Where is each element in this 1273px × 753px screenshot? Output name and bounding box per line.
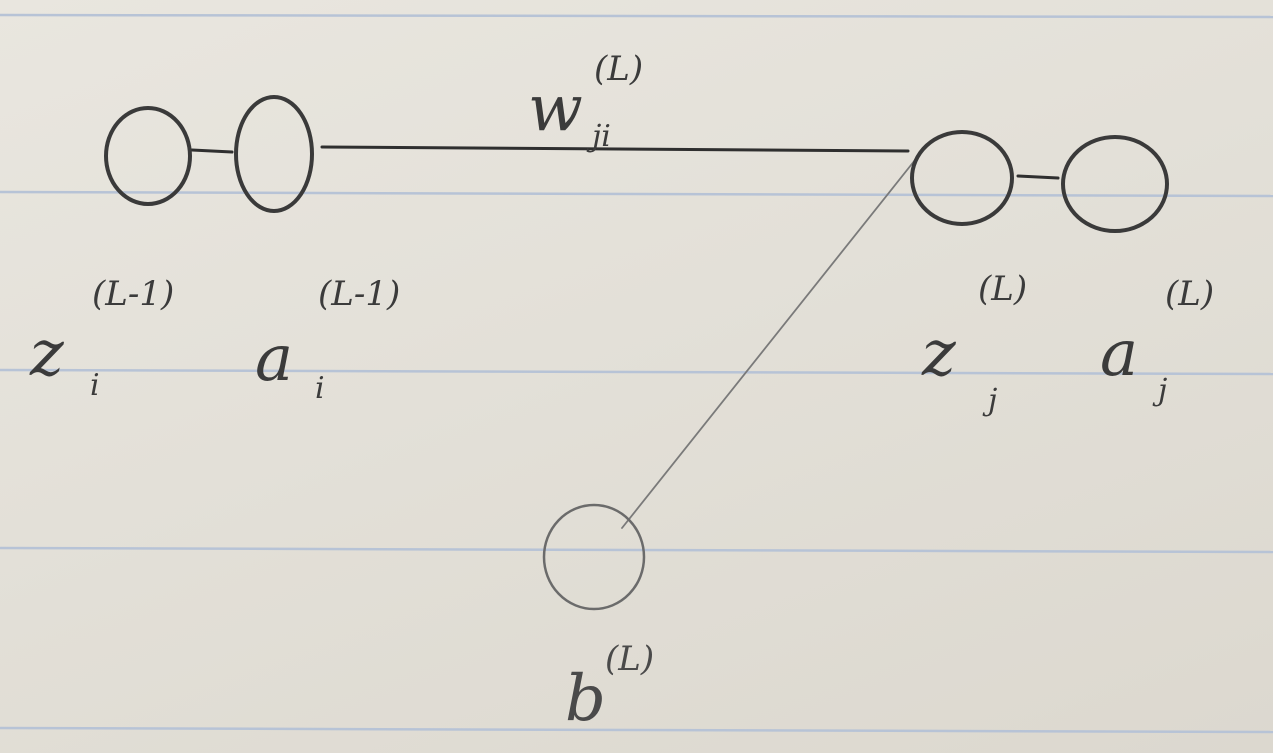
edge-z-curr-to-a-curr xyxy=(1016,174,1060,180)
bias-base: b xyxy=(565,662,606,736)
weight-base: w xyxy=(528,72,583,146)
rule-line xyxy=(0,13,1273,19)
z-curr-base: z xyxy=(921,317,957,391)
edges xyxy=(190,145,1060,529)
a-prev-base: a xyxy=(255,322,293,396)
node-z-curr xyxy=(910,130,1014,226)
a-prev-sub: i xyxy=(315,371,325,406)
node-bias xyxy=(542,503,646,611)
nodes xyxy=(104,95,1169,611)
label-z-curr: z j (L) xyxy=(921,269,1027,418)
rule-line xyxy=(0,190,1273,198)
label-z-prev: z i (L-1) xyxy=(29,274,174,403)
a-prev-sup: (L-1) xyxy=(318,274,400,314)
weight-sup: (L) xyxy=(594,49,643,89)
edge-weight-a-prev-to-z-curr xyxy=(320,145,910,153)
z-curr-sup: (L) xyxy=(978,269,1027,309)
label-a-curr: a j (L) xyxy=(1100,274,1214,408)
label-bias: b (L) xyxy=(565,639,654,736)
edge-bias-to-z-curr xyxy=(621,159,916,529)
node-z-prev xyxy=(104,106,192,206)
z-curr-sub: j xyxy=(982,383,997,418)
node-a-curr xyxy=(1061,135,1169,233)
z-prev-sup: (L-1) xyxy=(92,274,174,314)
label-a-prev: a i (L-1) xyxy=(255,274,400,406)
edge-z-prev-to-a-prev xyxy=(190,148,234,154)
z-prev-base: z xyxy=(29,317,65,391)
a-curr-base: a xyxy=(1100,317,1138,391)
ruled-lines xyxy=(0,13,1273,734)
a-curr-sub: j xyxy=(1152,373,1167,408)
node-a-prev xyxy=(234,95,314,213)
a-curr-sup: (L) xyxy=(1165,274,1214,314)
rule-line xyxy=(0,726,1273,734)
rule-line xyxy=(0,546,1273,554)
rule-line xyxy=(0,368,1273,376)
z-prev-sub: i xyxy=(90,368,100,403)
label-weight: w ji (L) xyxy=(528,49,643,154)
bias-sup: (L) xyxy=(605,639,654,679)
